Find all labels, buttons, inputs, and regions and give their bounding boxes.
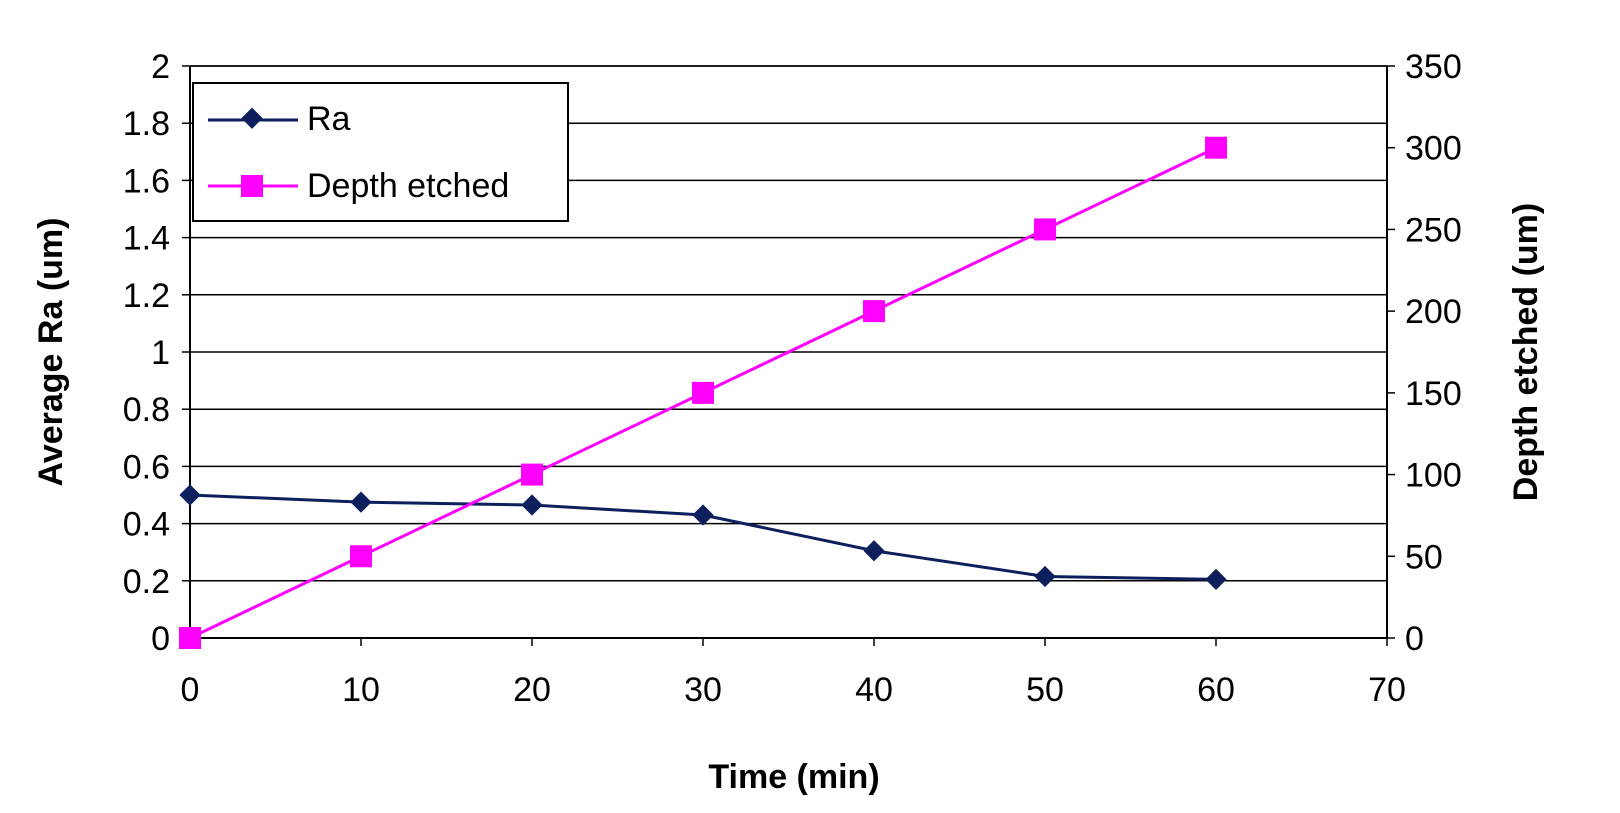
x-tick-label: 50 — [1026, 671, 1064, 709]
y-tick-label: 1.4 — [123, 220, 170, 258]
data-point-ra — [692, 504, 714, 526]
y2-tick-label: 0 — [1405, 620, 1424, 658]
x-tick-labels: 0 10 20 30 40 50 60 70 — [181, 671, 1406, 709]
y2-tick-label: 250 — [1405, 211, 1462, 249]
y2-tick-label: 150 — [1405, 375, 1462, 413]
y2-tick-label: 300 — [1405, 130, 1462, 168]
data-point-depth-etched — [179, 627, 201, 649]
x-axis-title: Time (min) — [708, 758, 879, 796]
y2-tick-label: 200 — [1405, 293, 1462, 331]
y-tick-label: 0.2 — [123, 563, 170, 601]
y-tick-label: 1.2 — [123, 277, 170, 315]
data-point-ra — [179, 484, 201, 506]
x-tick-label: 20 — [513, 671, 551, 709]
left-y-axis-title: Average Ra (um) — [32, 218, 70, 487]
right-y-axis-title: Depth etched (um) — [1507, 203, 1545, 501]
legend-ra-label: Ra — [307, 100, 351, 138]
left-y-tick-labels: 0 0.2 0.4 0.6 0.8 1 1.2 1.4 1.6 1.8 2 — [123, 48, 170, 658]
legend-box — [192, 82, 569, 222]
legend-depth-label: Depth etched — [307, 167, 509, 205]
y-tick-label: 2 — [151, 48, 170, 86]
y2-tick-label: 100 — [1405, 457, 1462, 495]
data-point-depth-etched — [521, 463, 543, 486]
x-tick-label: 40 — [855, 671, 893, 709]
data-point-ra — [1205, 568, 1227, 590]
y-tick-label: 0 — [151, 620, 170, 658]
y-tick-label: 1.8 — [123, 105, 170, 143]
data-point-ra — [350, 491, 372, 513]
data-point-depth-etched — [1034, 218, 1056, 241]
data-point-ra — [521, 494, 543, 516]
legend: Ra Depth etched — [192, 82, 569, 222]
y2-tick-label: 50 — [1405, 538, 1443, 576]
right-y-tick-labels: 0 50 100 150 200 250 300 350 — [1405, 48, 1462, 658]
data-point-depth-etched — [1205, 136, 1227, 159]
y-tick-label: 1 — [151, 334, 170, 372]
data-point-depth-etched — [350, 545, 372, 568]
x-tick-label: 10 — [342, 671, 380, 709]
data-point-depth-etched — [863, 300, 885, 323]
y-tick-label: 1.6 — [123, 162, 170, 200]
x-tick-label: 0 — [181, 671, 200, 709]
x-tick-label: 60 — [1197, 671, 1235, 709]
y2-tick-label: 350 — [1405, 48, 1462, 86]
legend-depth-marker — [241, 175, 263, 197]
axes — [182, 65, 1395, 646]
data-point-ra — [1034, 565, 1056, 588]
data-point-depth-etched — [692, 381, 714, 404]
y-tick-label: 0.8 — [123, 391, 170, 429]
y-tick-label: 0.6 — [123, 448, 170, 486]
data-point-ra — [863, 540, 885, 562]
x-tick-label: 70 — [1368, 671, 1406, 709]
x-tick-label: 30 — [684, 671, 722, 709]
y-tick-label: 0.4 — [123, 506, 170, 544]
